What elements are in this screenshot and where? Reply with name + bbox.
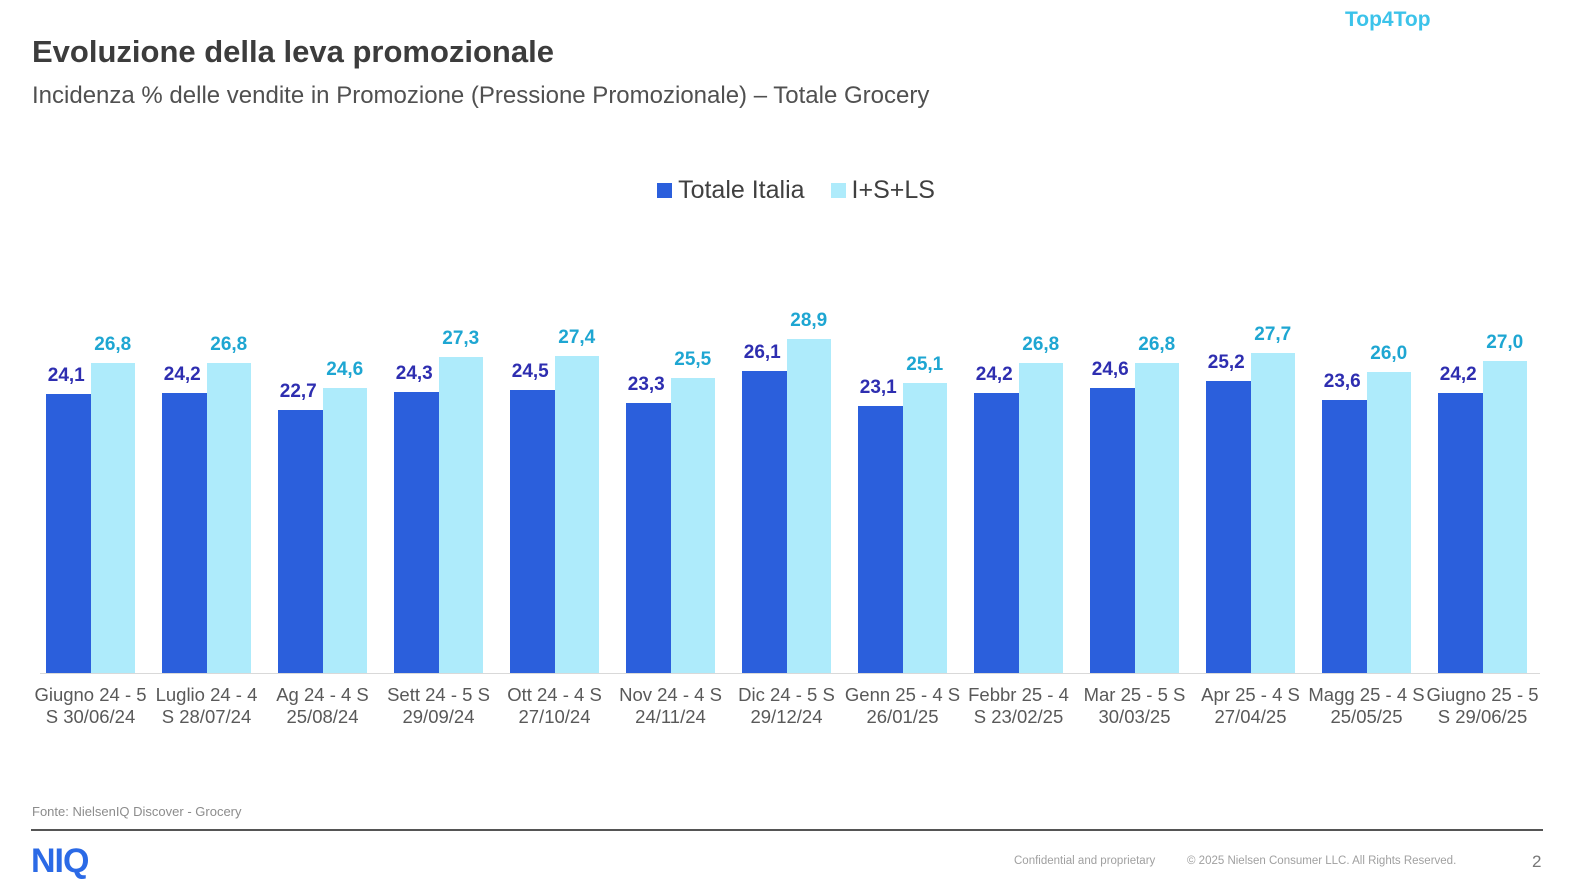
data-label: 26,8 — [1022, 333, 1060, 355]
bar-totale-italia — [46, 394, 91, 673]
data-label: 23,1 — [859, 376, 897, 398]
x-tick-label: Luglio 24 - 4 S 28/07/24 — [155, 684, 258, 727]
x-tick-label: Sett 24 - 5 S 29/09/24 — [387, 684, 490, 727]
bar-isls — [90, 362, 135, 673]
confidential-note: Confidential and proprietary — [1014, 855, 1156, 867]
bar-totale-italia — [510, 389, 555, 673]
footer-divider — [31, 829, 1543, 831]
legend-label: I+S+LS — [851, 176, 935, 204]
bar-isls — [786, 338, 831, 673]
x-tick-label: Ott 24 - 4 S 27/10/24 — [507, 684, 602, 727]
data-label: 24,2 — [163, 364, 201, 385]
x-axis-line — [40, 673, 1540, 674]
x-tick-label: Ag 24 - 4 S 25/08/24 — [276, 684, 369, 727]
data-label: 27,3 — [442, 328, 480, 350]
data-label: 24,1 — [47, 365, 85, 387]
data-label: 24,6 — [1091, 359, 1129, 381]
bar-totale-italia — [626, 403, 671, 673]
bar-isls — [1134, 362, 1179, 673]
data-label: 26,8 — [94, 333, 132, 355]
data-label: 26,1 — [743, 342, 781, 364]
data-label: 23,6 — [1323, 370, 1361, 392]
brand-label: Top4Top — [1345, 8, 1431, 31]
niq-logo: NIQ — [31, 842, 89, 880]
data-label: 24,2 — [975, 364, 1013, 385]
bar-totale-italia — [1206, 381, 1251, 673]
legend-label: Totale Italia — [678, 176, 805, 204]
bar-totale-italia — [162, 393, 207, 673]
x-tick-label: Giugno 25 - 5 S 29/06/25 — [1426, 684, 1539, 727]
data-label: 27,7 — [1254, 323, 1292, 345]
data-label: 24,5 — [511, 360, 549, 382]
data-label: 26,8 — [210, 333, 248, 355]
bar-totale-italia — [742, 371, 787, 673]
bar-isls — [1482, 360, 1527, 673]
x-tick-label: Giugno 24 - 5 S 30/06/24 — [34, 684, 147, 727]
bar-isls — [206, 362, 251, 673]
copyright-note: © 2025 Nielsen Consumer LLC. All Rights … — [1187, 855, 1457, 867]
bar-isls — [1366, 372, 1411, 673]
data-label: 26,0 — [1370, 343, 1408, 365]
page-subtitle: Incidenza % delle vendite in Promozione … — [32, 82, 930, 109]
data-label: 25,2 — [1207, 352, 1245, 374]
bar-totale-italia — [1438, 393, 1483, 673]
bar-isls — [1018, 362, 1063, 673]
bar-totale-italia — [278, 410, 323, 673]
data-label: 27,4 — [558, 326, 596, 348]
bar-isls — [670, 377, 715, 673]
bar-totale-italia — [1090, 388, 1135, 673]
x-tick-label: Mar 25 - 5 S 30/03/25 — [1083, 684, 1186, 727]
legend-swatch — [657, 183, 673, 198]
x-tick-label: Nov 24 - 4 S 24/11/24 — [619, 684, 722, 727]
x-tick-label: Febbr 25 - 4 S 23/02/25 — [968, 684, 1069, 727]
data-label: 28,9 — [790, 309, 828, 331]
x-tick-label: Genn 25 - 4 S 26/01/25 — [844, 684, 961, 727]
legend-item-totale-italia: Totale Italia — [657, 176, 805, 205]
bar-isls — [438, 357, 483, 673]
bar-totale-italia — [858, 405, 903, 673]
page-number: 2 — [1532, 852, 1542, 871]
data-label: 27,0 — [1486, 331, 1524, 353]
bar-isls — [902, 382, 947, 673]
chart-legend: Totale Italia I+S+LS — [0, 176, 1592, 205]
x-tick-label: Apr 25 - 4 S 27/04/25 — [1201, 684, 1300, 727]
data-label: 24,2 — [1439, 364, 1477, 385]
page-title: Evoluzione della leva promozionale — [32, 34, 554, 69]
legend-item-isls: I+S+LS — [830, 176, 935, 205]
bar-isls — [1250, 352, 1295, 673]
bar-isls — [322, 388, 367, 673]
data-label: 24,6 — [326, 359, 364, 381]
bar-totale-italia — [394, 391, 439, 673]
data-label: 25,1 — [906, 353, 944, 375]
data-label: 22,7 — [279, 381, 317, 403]
x-tick-label: Dic 24 - 5 S 29/12/24 — [738, 684, 835, 727]
data-label: 26,8 — [1138, 333, 1176, 355]
data-label: 24,3 — [395, 362, 433, 384]
x-tick-label: Magg 25 - 4 S 25/05/25 — [1308, 684, 1425, 727]
bar-isls — [554, 355, 599, 673]
bar-totale-italia — [1322, 399, 1367, 673]
legend-swatch — [830, 183, 846, 198]
source-note: Fonte: NielsenIQ Discover - Grocery — [32, 804, 242, 819]
bar-totale-italia — [974, 393, 1019, 673]
data-label: 25,5 — [674, 348, 712, 370]
data-label: 23,3 — [627, 374, 665, 396]
